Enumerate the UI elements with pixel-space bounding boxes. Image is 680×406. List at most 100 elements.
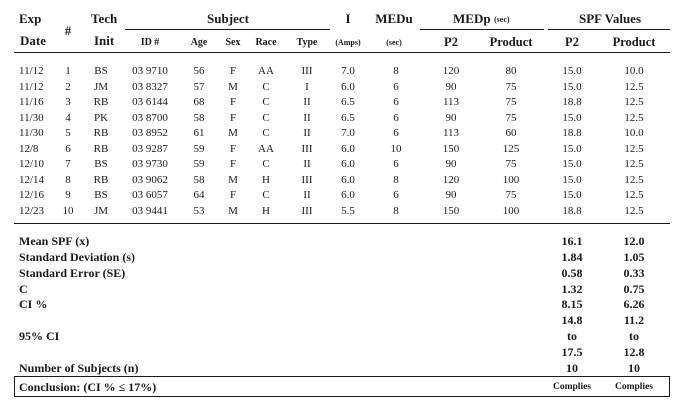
cell-row-number: 1 [65, 65, 71, 77]
cell-subject-id: 03 9287 [132, 142, 168, 155]
cell-spf-product: 12.5 [624, 80, 644, 93]
cell-subject-sex: F [229, 65, 237, 77]
cell-subject-type: II [303, 158, 311, 170]
cell-spf-p2: 15.0 [562, 111, 582, 124]
conclusion-top-rule [14, 376, 670, 377]
cell-medp-product: 100 [502, 204, 520, 217]
cell-spf-p2: 18.8 [562, 204, 582, 217]
cell-subject-age: 59 [193, 158, 205, 170]
cell-subject-sex: M [228, 173, 238, 186]
ci95-product-to: to [629, 329, 639, 343]
cell-current-amps: 7.0 [341, 65, 355, 77]
cell-spf-product: 10.0 [624, 127, 644, 139]
ci95-label: 95% CI [19, 329, 60, 343]
cell-subject-age: 57 [193, 80, 205, 93]
cell-current-amps: 6.0 [341, 173, 355, 186]
cell-exp-date: 12/10 [19, 158, 45, 170]
sd-p2: 1.84 [561, 250, 583, 264]
cell-exp-date: 11/30 [19, 111, 44, 124]
cell-exp-date: 12/23 [19, 204, 45, 217]
cell-subject-id: 03 9062 [132, 173, 168, 186]
cell-subject-age: 59 [193, 142, 205, 155]
cell-subject-sex: F [229, 189, 237, 201]
cell-subject-id: 03 8952 [132, 127, 168, 139]
header-init: Init [94, 33, 115, 48]
cell-spf-product: 12.5 [624, 204, 644, 217]
cell-medp-p2: 90 [445, 111, 457, 124]
se-label: Standard Error (SE) [19, 266, 126, 280]
cell-spf-product: 12.5 [624, 142, 644, 155]
cell-row-number: 7 [65, 158, 71, 170]
cell-spf-p2: 15.0 [562, 173, 582, 186]
c-product: 0.75 [623, 282, 645, 296]
cell-subject-id: 03 6144 [132, 96, 168, 108]
cell-current-amps: 6.5 [341, 96, 355, 108]
ci-p2: 8.15 [561, 297, 583, 311]
cell-medp-p2: 150 [442, 142, 460, 155]
cell-spf-product: 12.5 [624, 189, 644, 201]
cell-medu-value: 6 [393, 127, 399, 139]
cell-spf-product: 12.5 [624, 173, 644, 186]
cell-medp-p2: 113 [442, 127, 460, 139]
ci-product: 6.26 [623, 297, 645, 311]
cell-row-number: 2 [65, 80, 71, 93]
cell-row-number: 10 [62, 204, 74, 217]
header-date: Date [20, 33, 46, 48]
ci-label: CI % [19, 297, 48, 311]
sd-label: Standard Deviation (s) [19, 250, 136, 264]
cell-subject-sex: F [229, 111, 237, 124]
cell-subject-type: I [305, 80, 309, 93]
cell-subject-race: H [262, 204, 270, 217]
cell-subject-age: 58 [193, 111, 205, 124]
ci95-p2-high: 17.5 [561, 345, 583, 359]
cell-subject-age: 64 [193, 189, 205, 201]
mean-product: 12.0 [623, 234, 645, 248]
cell-spf-p2: 15.0 [562, 80, 582, 93]
cell-subject-id: 03 8700 [132, 111, 168, 124]
cell-medu-value: 8 [393, 173, 399, 186]
cell-subject-id: 03 9710 [132, 65, 168, 77]
cell-medp-product: 80 [505, 65, 517, 77]
header-sex: Sex [225, 37, 241, 48]
header-i: I [345, 11, 351, 26]
cell-tech-init: JM [93, 80, 109, 93]
cell-subject-type: II [303, 127, 311, 139]
cell-tech-init: RB [93, 127, 109, 139]
cell-subject-race: C [262, 96, 270, 108]
cell-tech-init: BS [94, 189, 108, 201]
cell-subject-type: II [303, 189, 311, 201]
header-medp-p2: P2 [444, 35, 458, 49]
cell-subject-id: 03 8327 [132, 80, 168, 93]
header-type: Type [296, 37, 318, 48]
n-product: 10 [628, 361, 640, 375]
cell-subject-type: III [301, 204, 313, 217]
cell-current-amps: 5.5 [341, 204, 355, 217]
cell-row-number: 4 [65, 111, 71, 124]
cell-subject-sex: F [229, 158, 237, 170]
cell-tech-init: RB [93, 142, 109, 155]
cell-medp-product: 75 [505, 189, 517, 201]
cell-medp-p2: 90 [445, 189, 457, 201]
cell-exp-date: 11/16 [19, 96, 44, 108]
header-medp-unit: (sec) [494, 15, 510, 24]
cell-subject-age: 56 [193, 65, 205, 77]
cell-medp-product: 75 [505, 96, 517, 108]
cell-spf-product: 12.5 [624, 158, 644, 170]
cell-medu-value: 8 [393, 65, 399, 77]
cell-medp-product: 100 [502, 173, 520, 186]
cell-tech-init: JM [93, 204, 109, 217]
c-p2: 1.32 [561, 282, 583, 296]
header-rule [14, 52, 670, 53]
cell-medp-p2: 90 [445, 80, 457, 93]
cell-medp-product: 60 [505, 127, 517, 139]
cell-current-amps: 7.0 [341, 127, 355, 139]
header-number: # [64, 23, 72, 38]
cell-subject-race: C [262, 189, 270, 201]
cell-subject-age: 68 [193, 96, 205, 108]
cell-subject-sex: M [228, 204, 238, 217]
cell-medu-value: 6 [393, 111, 399, 124]
cell-subject-sex: F [229, 96, 237, 108]
cell-tech-init: PK [93, 111, 109, 124]
cell-current-amps: 6.5 [341, 111, 355, 124]
cell-exp-date: 11/12 [19, 80, 44, 93]
